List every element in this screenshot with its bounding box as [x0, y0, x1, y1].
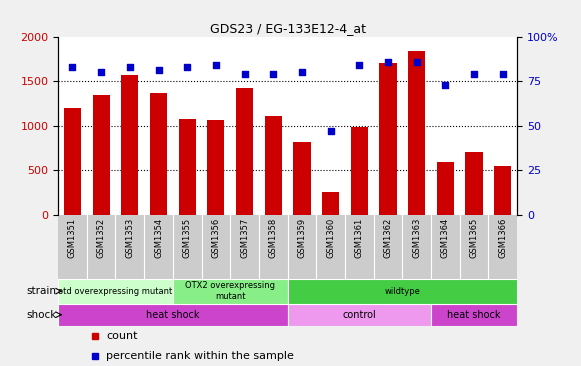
Point: [125, 64, 134, 70]
Bar: [431, 304, 517, 326]
Text: GSM1354: GSM1354: [154, 218, 163, 258]
Bar: [207, 120, 224, 214]
Text: GSM1362: GSM1362: [383, 218, 393, 258]
Point: [354, 62, 364, 68]
Point: [211, 62, 221, 68]
Text: strain: strain: [27, 286, 57, 296]
Point: [297, 69, 307, 75]
Bar: [58, 279, 173, 304]
Text: GSM1351: GSM1351: [68, 218, 77, 258]
Text: GSM1360: GSM1360: [326, 218, 335, 258]
Bar: [92, 95, 110, 214]
Text: GSM1364: GSM1364: [441, 218, 450, 258]
Bar: [121, 75, 138, 214]
Bar: [64, 108, 81, 214]
Text: GSM1365: GSM1365: [469, 218, 479, 258]
Bar: [265, 116, 282, 214]
Text: control: control: [342, 310, 376, 320]
Bar: [494, 166, 511, 214]
Text: OTX2 overexpressing
mutant: OTX2 overexpressing mutant: [185, 281, 275, 301]
Text: GSM1356: GSM1356: [211, 218, 220, 258]
Text: GSM1361: GSM1361: [355, 218, 364, 258]
Text: GSM1357: GSM1357: [240, 218, 249, 258]
Bar: [293, 142, 311, 214]
Text: GSM1359: GSM1359: [297, 218, 306, 258]
Point: [154, 67, 163, 73]
Point: [412, 59, 421, 64]
Bar: [150, 93, 167, 214]
Bar: [178, 119, 196, 214]
Bar: [379, 63, 397, 214]
Title: GDS23 / EG-133E12-4_at: GDS23 / EG-133E12-4_at: [210, 22, 365, 36]
Point: [268, 71, 278, 77]
Text: heat shock: heat shock: [447, 310, 501, 320]
Point: [68, 64, 77, 70]
Text: count: count: [106, 331, 138, 341]
Point: [182, 64, 192, 70]
Bar: [288, 304, 431, 326]
Text: GSM1366: GSM1366: [498, 218, 507, 258]
Text: GSM1363: GSM1363: [412, 218, 421, 258]
Bar: [437, 162, 454, 214]
Text: GSM1352: GSM1352: [96, 218, 106, 258]
Bar: [465, 152, 483, 214]
Bar: [58, 304, 288, 326]
Text: percentile rank within the sample: percentile rank within the sample: [106, 351, 294, 361]
Text: shock: shock: [26, 310, 57, 320]
Bar: [351, 127, 368, 214]
Bar: [408, 51, 425, 214]
Point: [498, 71, 507, 77]
Point: [326, 128, 335, 134]
Text: GSM1353: GSM1353: [125, 218, 134, 258]
Text: heat shock: heat shock: [146, 310, 200, 320]
Point: [96, 69, 106, 75]
Bar: [236, 88, 253, 214]
Bar: [173, 279, 288, 304]
Point: [240, 71, 249, 77]
Point: [441, 82, 450, 87]
Text: otd overexpressing mutant: otd overexpressing mutant: [58, 287, 173, 296]
Bar: [288, 279, 517, 304]
Point: [469, 71, 479, 77]
Text: GSM1358: GSM1358: [269, 218, 278, 258]
Text: GSM1355: GSM1355: [182, 218, 192, 258]
Bar: [322, 192, 339, 214]
Text: wildtype: wildtype: [385, 287, 420, 296]
Point: [383, 59, 393, 64]
